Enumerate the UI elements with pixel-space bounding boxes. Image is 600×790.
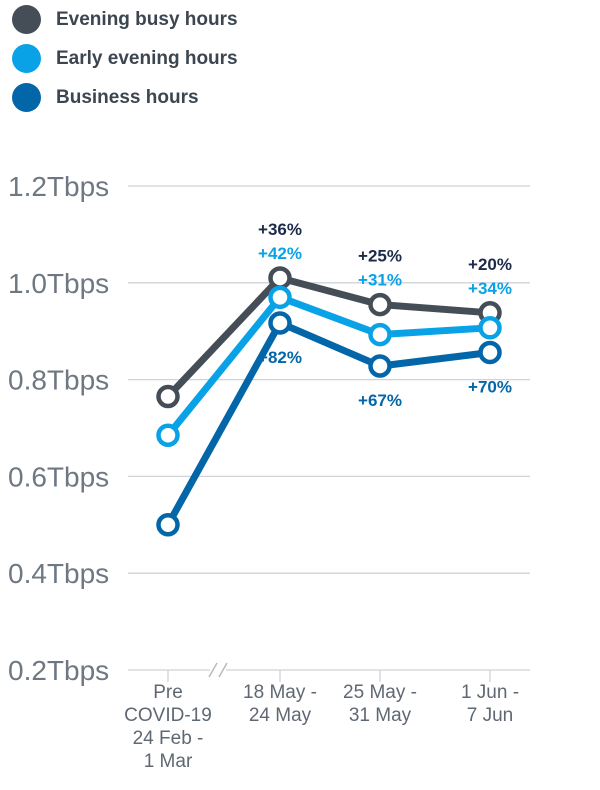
x-tick-label-2-line-0: 25 May - bbox=[343, 682, 417, 703]
legend-swatch-business bbox=[12, 83, 41, 112]
legend-item-early-evening: Early evening hours bbox=[12, 39, 238, 78]
axis-break-mark-1 bbox=[208, 662, 218, 678]
axis-break-gap bbox=[210, 662, 226, 678]
data-label-series-2-point-2: +67% bbox=[358, 391, 402, 410]
y-tick-label-4: 0.4Tbps bbox=[8, 558, 109, 589]
legend-item-evening-busy: Evening busy hours bbox=[12, 0, 238, 39]
y-tick-label-0: 1.2Tbps bbox=[8, 171, 109, 202]
x-tick-label-2-line-1: 31 May bbox=[349, 705, 412, 726]
legend: Evening busy hours Early evening hours B… bbox=[12, 0, 238, 117]
y-tick-label-2: 0.8Tbps bbox=[8, 365, 109, 396]
x-axis: Pre COVID-19 24 Feb -1 Mar 18 May -24 May 25… bbox=[124, 662, 519, 772]
data-label-series-2-point-3: +70% bbox=[468, 377, 512, 396]
series-2-point-0 bbox=[156, 513, 180, 537]
legend-label-early-evening: Early evening hours bbox=[56, 47, 238, 69]
x-tick-label-1-line-1: 24 May bbox=[249, 705, 312, 726]
series-2-point-2 bbox=[368, 354, 392, 378]
legend-swatch-early-evening bbox=[12, 44, 41, 73]
data-labels: +36% +25% +20% +42% +31% +34% +82% +67% +70% bbox=[258, 220, 512, 410]
series-0-point-2 bbox=[368, 292, 392, 317]
series-line-2 bbox=[164, 319, 494, 529]
y-axis-ticks: 1.2Tbps 1.0Tbps 0.8Tbps 0.6Tbps 0.4Tbps 0.2Tb… bbox=[8, 171, 109, 686]
legend-item-business: Business hours bbox=[12, 78, 238, 117]
data-label-series-1-point-1: +42% bbox=[258, 244, 302, 263]
series-line-1 bbox=[164, 293, 494, 439]
data-label-series-1-point-2: +31% bbox=[358, 271, 402, 290]
data-label-series-1-point-3: +34% bbox=[468, 279, 512, 298]
y-tick-label-3: 0.6Tbps bbox=[8, 461, 109, 492]
x-tick-label-0-line-2: 24 Feb - bbox=[133, 728, 204, 749]
y-tick-label-5: 0.2Tbps bbox=[8, 655, 109, 686]
gridlines bbox=[128, 185, 530, 671]
data-label-series-0-point-1: +36% bbox=[258, 220, 302, 239]
series-1-point-0 bbox=[156, 423, 180, 448]
series-line-0 bbox=[164, 274, 494, 401]
legend-swatch-evening-busy bbox=[12, 5, 41, 34]
series-2-point-1 bbox=[268, 311, 292, 335]
x-tick-label-1: 18 May -24 May bbox=[243, 682, 317, 726]
series-1-point-2 bbox=[368, 322, 392, 347]
series-2-point-3 bbox=[478, 340, 502, 365]
series-1-point-1 bbox=[268, 285, 292, 310]
data-label-series-2-point-1: +82% bbox=[258, 348, 302, 367]
x-tick-label-3: 1 Jun -7 Jun bbox=[461, 682, 519, 726]
axis-break-mark-2 bbox=[218, 662, 228, 678]
legend-label-evening-busy: Evening busy hours bbox=[56, 8, 238, 30]
x-tick-label-0: Pre COVID-19 24 Feb -1 Mar bbox=[124, 682, 212, 772]
data-label-series-0-point-2: +25% bbox=[358, 247, 402, 266]
x-tick-label-3-line-0: 1 Jun - bbox=[461, 682, 519, 703]
y-tick-label-1: 1.0Tbps bbox=[8, 268, 109, 299]
x-tick-label-2: 25 May -31 May bbox=[343, 682, 417, 726]
legend-label-business: Business hours bbox=[56, 86, 199, 108]
data-label-series-0-point-3: +20% bbox=[468, 255, 512, 274]
series-0-point-1 bbox=[268, 266, 292, 290]
series-lines bbox=[156, 266, 502, 537]
x-tick-label-3-line-1: 7 Jun bbox=[467, 705, 513, 726]
x-tick-label-0-line-3: 1 Mar bbox=[144, 751, 193, 772]
series-1-point-3 bbox=[478, 316, 502, 340]
x-tick-label-0-line-1: COVID-19 bbox=[124, 705, 212, 726]
x-tick-label-1-line-0: 18 May - bbox=[243, 682, 317, 703]
x-tick-label-0-line-0: Pre bbox=[153, 682, 183, 703]
series-0-point-0 bbox=[156, 384, 180, 409]
